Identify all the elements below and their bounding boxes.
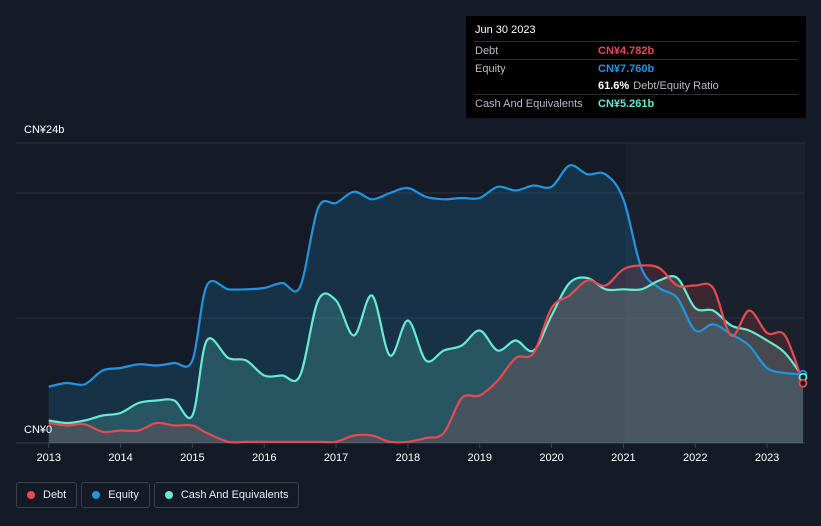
tooltip-ratio-suffix: Debt/Equity Ratio (633, 79, 719, 92)
tooltip-equity-value: CN¥7.760b (598, 62, 655, 75)
debt-dot-icon (27, 491, 35, 499)
legend-debt-label: Debt (43, 489, 67, 501)
x-tick-label: 2016 (252, 452, 276, 464)
cash-and-equivalents-area (48, 276, 803, 443)
legend-equity-label: Equity (108, 489, 139, 501)
x-tick-label: 2013 (36, 452, 60, 464)
chart-legend: Debt Equity Cash And Equivalents (16, 482, 300, 508)
tooltip-cash-value: CN¥5.261b (598, 97, 655, 110)
legend-item-equity[interactable]: Equity (81, 482, 150, 508)
equity-dot-icon (92, 491, 101, 499)
tooltip-cash-label: Cash And Equivalents (475, 97, 583, 110)
tooltip-row-cash: Cash And Equivalents CN¥5.261b (474, 94, 798, 112)
debt-area (48, 265, 803, 443)
x-tick-label: 2019 (467, 452, 491, 464)
y-tick-label: CN¥0 (24, 424, 52, 436)
tooltip-row-ratio: 61.6% Debt/Equity Ratio (474, 77, 798, 94)
grid-lines (16, 142, 805, 444)
tooltip-debt-label: Debt (475, 44, 499, 57)
x-tick-label: 2022 (683, 452, 707, 464)
x-tick-label: 2015 (180, 452, 204, 464)
y-axis-ticks: CN¥24b CN¥0 (24, 124, 64, 436)
tooltip-equity-label: Equity (475, 62, 506, 75)
x-tick-label: 2023 (755, 452, 779, 464)
tooltip-ratio-value: 61.6% (598, 79, 630, 92)
tooltip-debt-value: CN¥4.782b (598, 44, 655, 57)
hover-tooltip: Jun 30 2023 Debt CN¥4.782b Equity CN¥7.7… (466, 16, 806, 118)
equity-line (48, 164, 804, 388)
x-tick-label: 2017 (324, 452, 348, 464)
series-lines (48, 164, 805, 444)
debt-line (48, 264, 805, 444)
x-tick-label: 2020 (539, 452, 563, 464)
series-end-markers (798, 369, 808, 388)
legend-item-cash[interactable]: Cash And Equivalents (153, 482, 300, 508)
equity-area (48, 165, 803, 443)
y-tick-label: CN¥24b (24, 124, 64, 136)
legend-cash-label: Cash And Equivalents (180, 489, 289, 501)
x-axis-ticks: 2013 2014 2015 2016 2017 2018 2019 2020 2021 2022… (36, 443, 779, 464)
tooltip-date: Jun 30 2023 (475, 24, 536, 36)
debt-end-marker (798, 378, 808, 388)
x-tick-label: 2021 (611, 452, 635, 464)
cash-and-equivalents-line (48, 275, 804, 425)
tooltip-row-equity: Equity CN¥7.760b (474, 59, 798, 77)
series-areas (48, 165, 803, 443)
legend-item-debt[interactable]: Debt (16, 482, 78, 508)
tooltip-row-debt: Debt CN¥4.782b (474, 41, 798, 59)
cash-dot-icon (164, 491, 173, 499)
x-tick-label: 2014 (108, 452, 132, 464)
x-tick-label: 2018 (396, 452, 420, 464)
